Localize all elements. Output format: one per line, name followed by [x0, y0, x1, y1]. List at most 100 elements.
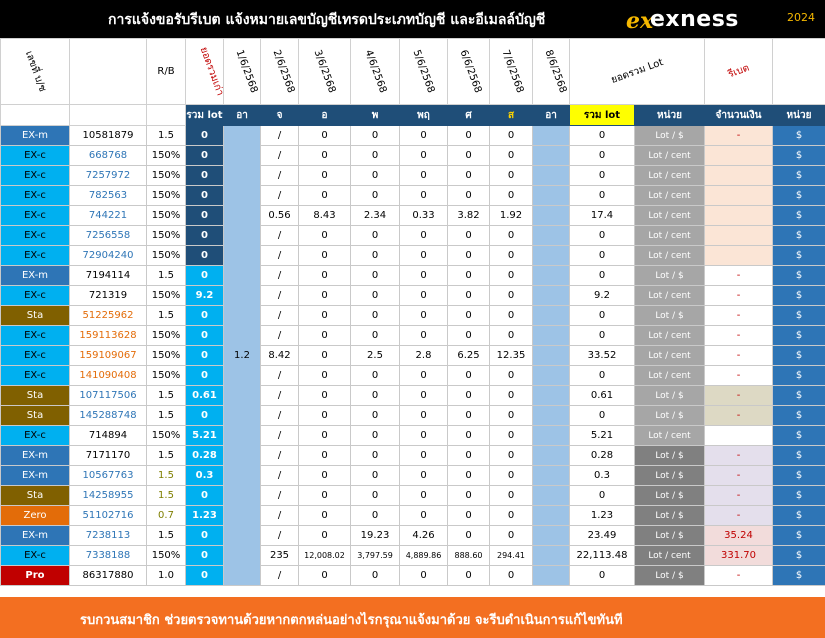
- header-date-6: 6/6/2568: [447, 38, 490, 105]
- day-value-thu: 0: [399, 125, 448, 146]
- account-type: Sta: [0, 485, 70, 506]
- account-type: EX-c: [0, 325, 70, 346]
- day-value-sat: 0: [489, 285, 533, 306]
- day-value-thu: 0: [399, 325, 448, 346]
- currency: $: [772, 565, 825, 586]
- day-value-thu: 0: [399, 165, 448, 186]
- day-value-sun: [532, 325, 570, 346]
- day-value-mon: /: [260, 285, 299, 306]
- day-value-fri: 0: [447, 145, 490, 166]
- day-value-fri: 0: [447, 165, 490, 186]
- rebate-amount: [704, 205, 773, 226]
- rebate-rate: 150%: [146, 185, 186, 206]
- table-row: EX-c 744221 150% 0 0.56 8.43 2.34 0.33 3.82 1.92 1…: [0, 205, 825, 226]
- day-value-mon: /: [260, 225, 299, 246]
- day-value-sun: [532, 545, 570, 566]
- day-value-wed: 0: [350, 385, 400, 406]
- unit-label: Lot / cent: [634, 205, 705, 226]
- account-number: 159109067: [69, 345, 147, 366]
- total-lot: 0: [569, 265, 635, 286]
- rebate-rate: 150%: [146, 245, 186, 266]
- total-lot: 0: [569, 225, 635, 246]
- day-value-sun: [532, 465, 570, 486]
- table-row: EX-c 159109067 150% 0 8.42 0 2.5 2.8 6.25 12.35 33…: [0, 345, 825, 366]
- day-value-sun: [532, 305, 570, 326]
- account-number: 7238113: [69, 525, 147, 546]
- day-value-sat: 0: [489, 305, 533, 326]
- unit-label: Lot / cent: [634, 325, 705, 346]
- day-value-tue: 0: [298, 325, 351, 346]
- day-value-tue: 0: [298, 565, 351, 586]
- old-lot-total: 0: [185, 245, 224, 266]
- total-lot: 33.52: [569, 345, 635, 366]
- day-value-wed: 0: [350, 265, 400, 286]
- day-value-sat: 0: [489, 245, 533, 266]
- day-value-sat: 0: [489, 425, 533, 446]
- header-date-4: 4/6/2568: [350, 38, 400, 105]
- header-blank: [69, 38, 147, 105]
- day-value-mon: /: [260, 425, 299, 446]
- day-value-wed: 0: [350, 185, 400, 206]
- total-lot: 1.23: [569, 505, 635, 526]
- total-lot: 0: [569, 565, 635, 586]
- day-value-thu: 0: [399, 405, 448, 426]
- day-value-fri: 0: [447, 565, 490, 586]
- day-value-wed: 0: [350, 125, 400, 146]
- old-lot-total: 0: [185, 525, 224, 546]
- day-value-tue: 0: [298, 165, 351, 186]
- unit-label: Lot / cent: [634, 185, 705, 206]
- account-type: EX-m: [0, 445, 70, 466]
- unit-label: Lot / cent: [634, 225, 705, 246]
- rebate-amount: [704, 425, 773, 446]
- rebate-amount: -: [704, 345, 773, 366]
- day-value-sat: 0: [489, 165, 533, 186]
- total-lot: 0: [569, 125, 635, 146]
- day-value-mon: /: [260, 245, 299, 266]
- day-value-thu: 0: [399, 185, 448, 206]
- year-label: 2024: [787, 11, 815, 24]
- header-date-1: 1/6/2568: [223, 38, 261, 105]
- sub-sun-2: อา: [532, 104, 570, 126]
- table-row: EX-m 7171170 1.5 0.28/0 0 0 0 0 0.28 Lot / $ - $: [0, 445, 825, 466]
- day-value-fri: 0: [447, 505, 490, 526]
- day-value-fri: 0: [447, 445, 490, 466]
- day-value-fri: 0: [447, 285, 490, 306]
- account-number: 7171170: [69, 445, 147, 466]
- currency: $: [772, 385, 825, 406]
- currency: $: [772, 125, 825, 146]
- day-value-tue: 0: [298, 485, 351, 506]
- day-value-fri: 0: [447, 305, 490, 326]
- day-value-tue: 0: [298, 345, 351, 366]
- day-value-sun: [532, 285, 570, 306]
- rebate-rate: 1.5: [146, 465, 186, 486]
- day-value-sun: [532, 145, 570, 166]
- table-row: Zero 51102716 0.7 1.23/0 0 0 0 0 1.23 Lot / $ - $: [0, 505, 825, 526]
- footer-notice: รบกวนสมาชิก ช่วยตรวจทานด้วยหากตกหล่นอย่า…: [80, 613, 623, 628]
- account-number: 7257972: [69, 165, 147, 186]
- day-value-mon: /: [260, 145, 299, 166]
- day-value-wed: 0: [350, 425, 400, 446]
- day-value-sun: [532, 345, 570, 366]
- table-row: EX-m 10567763 1.5 0.3/0 0 0 0 0 0.3 Lot / $ - $: [0, 465, 825, 486]
- rebate-amount: -: [704, 445, 773, 466]
- account-type: EX-c: [0, 205, 70, 226]
- old-lot-total: 0: [185, 485, 224, 506]
- rebate-amount: -: [704, 405, 773, 426]
- sub-mon: จ: [260, 104, 299, 126]
- day-value-sat: 0: [489, 505, 533, 526]
- sub-wed: พ: [350, 104, 400, 126]
- day-value-sun: [532, 165, 570, 186]
- day-value-thu: 0: [399, 465, 448, 486]
- sub-total-lot: รวม lot: [569, 104, 635, 126]
- rebate-amount: -: [704, 125, 773, 146]
- day-value-fri: 6.25: [447, 345, 490, 366]
- table-row: Sta 51225962 1.5 0/0 0 0 0 0 0 Lot / $ - $: [0, 305, 825, 326]
- account-number: 668768: [69, 145, 147, 166]
- sub-amount: จำนวนเงิน: [704, 104, 773, 126]
- day-value-wed: 0: [350, 445, 400, 466]
- unit-label: Lot / $: [634, 525, 705, 546]
- day-value-sun: [532, 225, 570, 246]
- day-value-wed: 3,797.59: [350, 545, 400, 566]
- day-value-wed: 19.23: [350, 525, 400, 546]
- day-value-tue: 0: [298, 305, 351, 326]
